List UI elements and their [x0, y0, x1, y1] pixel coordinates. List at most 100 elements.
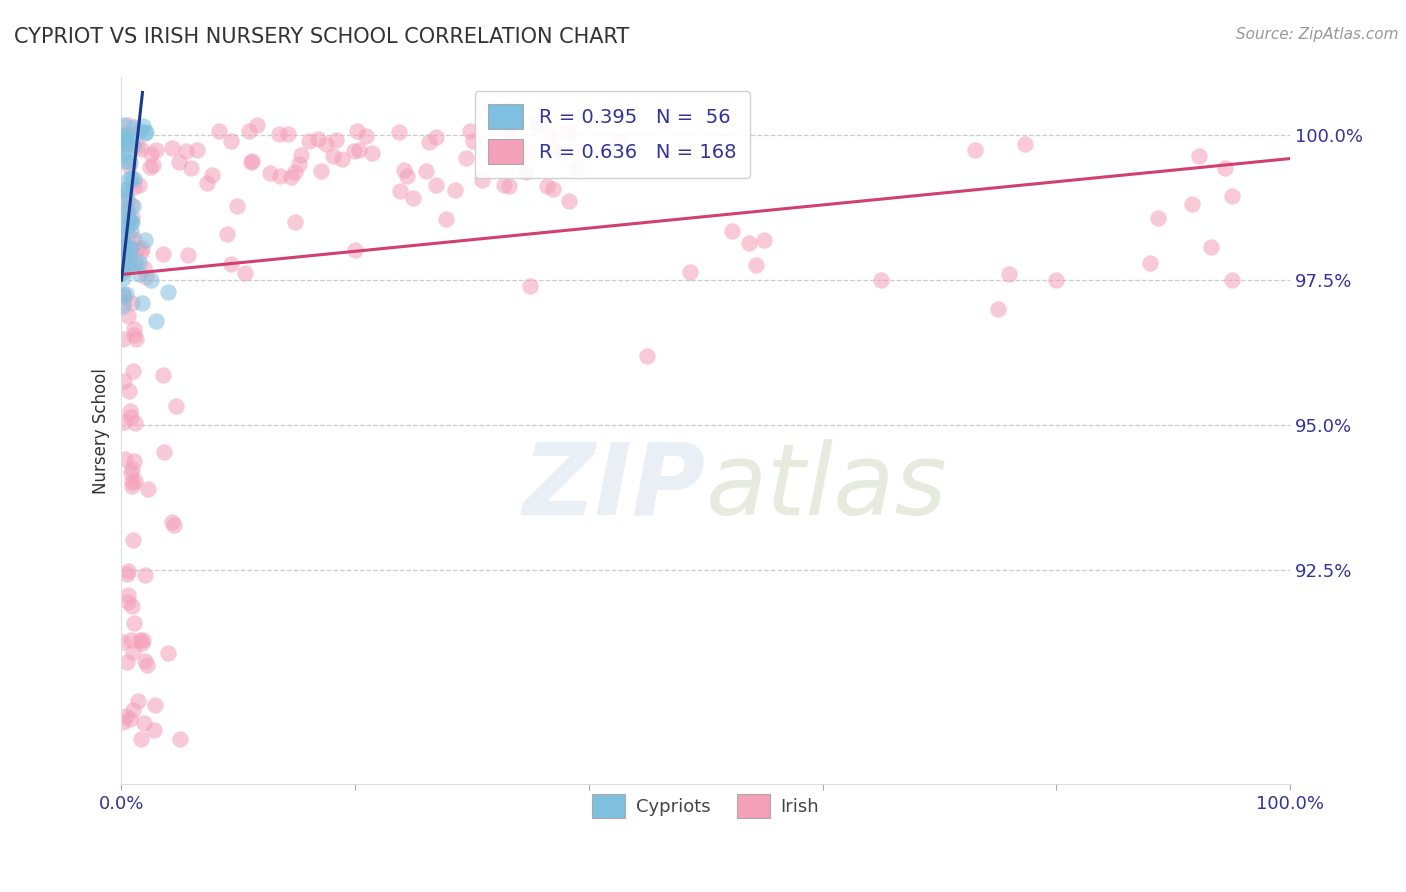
Point	[226, 199, 249, 213]
Point	[125, 138, 148, 153]
Point	[558, 194, 581, 209]
Point	[219, 257, 242, 271]
Point	[361, 145, 384, 160]
Point	[298, 134, 321, 148]
Point	[1213, 161, 1236, 175]
Point	[111, 332, 134, 346]
Point	[120, 198, 142, 212]
Point	[127, 694, 149, 708]
Point	[115, 237, 138, 252]
Point	[120, 241, 142, 255]
Point	[111, 299, 134, 313]
Point	[425, 129, 447, 144]
Point	[112, 289, 135, 303]
Text: Source: ZipAtlas.com: Source: ZipAtlas.com	[1236, 27, 1399, 42]
Point	[388, 124, 411, 138]
Point	[152, 247, 174, 261]
Point	[142, 158, 165, 172]
Point	[129, 142, 152, 156]
Point	[124, 416, 146, 430]
Point	[129, 124, 152, 138]
Point	[120, 409, 142, 424]
Point	[132, 119, 155, 133]
Point	[121, 215, 143, 229]
Point	[124, 615, 146, 630]
Point	[134, 654, 156, 668]
Point	[132, 260, 155, 275]
Point	[132, 716, 155, 731]
Point	[120, 632, 142, 647]
Point	[122, 703, 145, 717]
Point	[128, 255, 150, 269]
Point	[129, 732, 152, 747]
Point	[738, 235, 761, 250]
Point	[118, 159, 141, 173]
Point	[157, 647, 180, 661]
Point	[115, 192, 138, 206]
Point	[118, 171, 141, 186]
Point	[1045, 273, 1067, 287]
Point	[121, 363, 143, 377]
Point	[515, 165, 537, 179]
Point	[111, 635, 134, 649]
Point	[124, 328, 146, 343]
Point	[114, 137, 136, 152]
Legend: Cypriots, Irish: Cypriots, Irish	[585, 788, 827, 825]
Point	[114, 131, 136, 145]
Point	[343, 145, 366, 159]
Point	[115, 204, 138, 219]
Point	[246, 118, 269, 132]
Point	[120, 215, 142, 229]
Point	[425, 178, 447, 193]
Point	[240, 154, 263, 169]
Point	[112, 218, 135, 232]
Point	[118, 154, 141, 169]
Point	[402, 191, 425, 205]
Point	[120, 171, 142, 186]
Point	[117, 118, 139, 132]
Point	[1139, 256, 1161, 270]
Point	[519, 145, 541, 159]
Point	[215, 227, 238, 241]
Point	[145, 314, 167, 328]
Point	[127, 241, 149, 255]
Point	[139, 160, 162, 174]
Point	[121, 461, 143, 475]
Point	[219, 134, 242, 148]
Point	[111, 265, 134, 279]
Point	[114, 247, 136, 261]
Point	[134, 233, 156, 247]
Point	[117, 133, 139, 147]
Point	[111, 271, 134, 285]
Text: atlas: atlas	[706, 439, 948, 536]
Point	[136, 658, 159, 673]
Point	[112, 246, 135, 260]
Point	[395, 169, 418, 184]
Point	[195, 176, 218, 190]
Point	[519, 279, 541, 293]
Point	[165, 399, 187, 413]
Point	[309, 163, 332, 178]
Point	[553, 145, 575, 159]
Point	[344, 243, 367, 257]
Point	[117, 589, 139, 603]
Point	[177, 247, 200, 261]
Point	[111, 130, 134, 145]
Point	[290, 147, 312, 161]
Point	[112, 119, 135, 133]
Point	[354, 128, 377, 143]
Point	[115, 656, 138, 670]
Point	[115, 215, 138, 229]
Point	[167, 155, 190, 169]
Point	[541, 182, 564, 196]
Point	[392, 162, 415, 177]
Point	[118, 384, 141, 398]
Point	[111, 136, 134, 151]
Point	[122, 180, 145, 194]
Point	[122, 171, 145, 186]
Point	[122, 322, 145, 336]
Point	[998, 267, 1021, 281]
Point	[120, 224, 142, 238]
Point	[174, 144, 197, 158]
Point	[112, 239, 135, 253]
